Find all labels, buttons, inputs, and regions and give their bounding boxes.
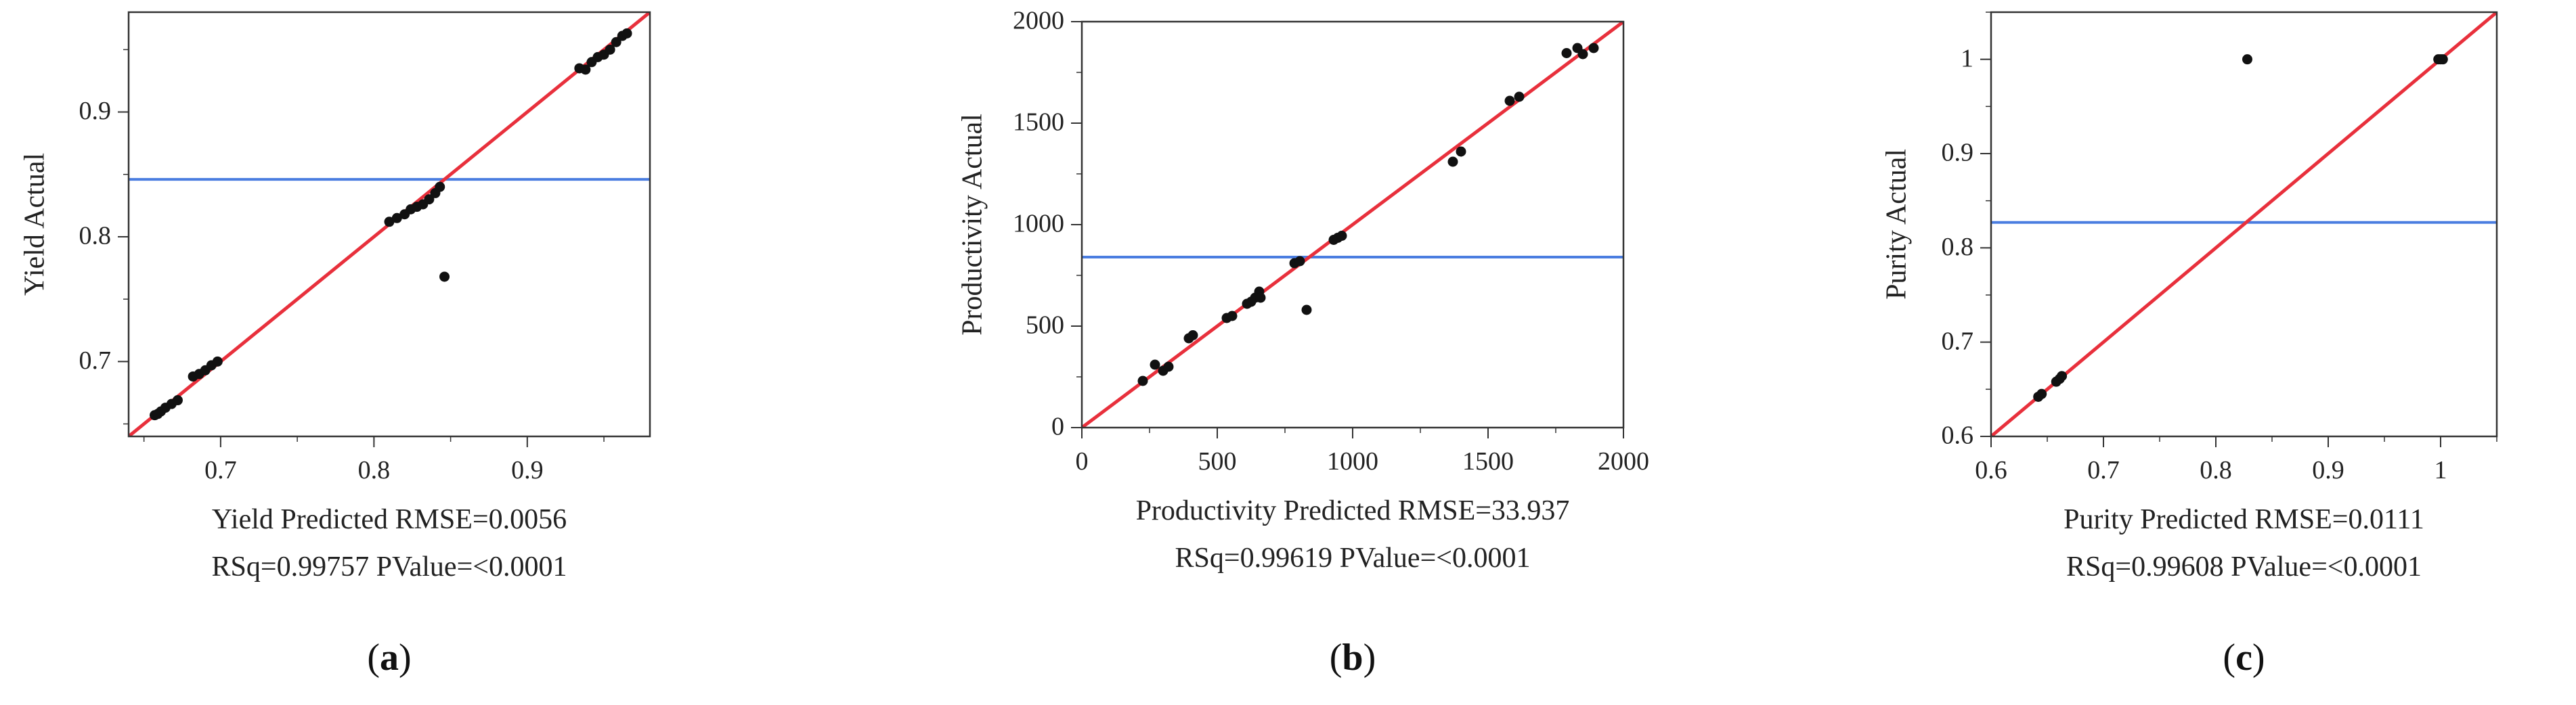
- y-tick-label: 0.9: [79, 97, 112, 125]
- data-point: [621, 28, 632, 39]
- data-point: [424, 194, 435, 205]
- x-tick-label: 0.6: [1975, 456, 2007, 484]
- y-tick-label: 1: [1961, 44, 1973, 72]
- fit-line: [1991, 12, 2497, 436]
- data-point: [1336, 231, 1347, 241]
- data-point: [212, 356, 223, 367]
- plot-area: [1082, 22, 1623, 428]
- y-tick-label: 1500: [1013, 108, 1064, 137]
- y-tick-label: 2000: [1013, 7, 1064, 35]
- x-axis-title: Purity Predicted RMSE=0.0111: [2064, 504, 2424, 535]
- x-tick-label: 0.7: [2087, 456, 2120, 484]
- fit-line: [1082, 22, 1623, 428]
- x-tick-label: 0.8: [2200, 456, 2232, 484]
- data-point: [1150, 359, 1160, 370]
- panel-caption: (b): [1330, 637, 1376, 679]
- data-point: [1577, 49, 1588, 60]
- data-point: [2437, 54, 2448, 65]
- data-point: [580, 64, 591, 75]
- fit-statistics: RSq=0.99757 PValue=<0.0001: [212, 551, 567, 583]
- y-axis-title: Yield Actual: [20, 153, 51, 296]
- data-point: [1227, 311, 1238, 321]
- data-point: [2057, 371, 2068, 382]
- data-point: [1514, 91, 1525, 102]
- y-tick-label: 0.8: [1942, 233, 1974, 261]
- data-point: [1561, 48, 1572, 58]
- y-axis-title: Productivity Actual: [957, 114, 988, 336]
- data-point: [172, 395, 183, 406]
- x-tick-label: 0.7: [204, 456, 237, 484]
- x-tick-label: 1500: [1462, 447, 1514, 476]
- x-tick-label: 0.8: [358, 456, 391, 484]
- x-tick-label: 0.9: [511, 456, 544, 484]
- y-tick-label: 0.7: [79, 346, 112, 375]
- plot-frame: [127, 11, 651, 438]
- data-point: [1588, 43, 1599, 53]
- y-tick-label: 0.8: [79, 222, 112, 250]
- data-point: [1504, 95, 1515, 106]
- data-point: [435, 181, 445, 192]
- y-tick-label: 0.7: [1942, 327, 1974, 355]
- plot-area: [1991, 12, 2497, 436]
- y-tick-label: 0: [1051, 413, 1064, 441]
- data-point: [1301, 304, 1312, 315]
- data-point: [2036, 388, 2047, 399]
- y-tick-label: 1000: [1013, 210, 1064, 238]
- data-point: [1163, 361, 1174, 372]
- data-point: [1447, 156, 1458, 167]
- panel-a: 0.7 0.8 0.9 0.7 0.8 0.9 Yield Predicted RMSE=0…: [20, 11, 651, 679]
- data-point: [1187, 330, 1198, 340]
- data-point: [439, 271, 450, 282]
- x-tick-label: 0: [1076, 447, 1089, 476]
- x-tick-label: 500: [1198, 447, 1237, 476]
- panel-b: 0 500 1000 1500 2000 0 500 1000 1500 2000 Producti…: [957, 7, 1649, 679]
- panel-caption: (a): [367, 637, 411, 679]
- y-tick-label: 500: [1026, 311, 1064, 340]
- data-point: [1137, 376, 1148, 386]
- panel-c: 0.6 0.7 0.8 0.9 1 0.6 0.7 0.8 0.9 1 Purity Predict…: [1881, 11, 2498, 679]
- y-tick-label: 0.9: [1942, 139, 1974, 167]
- fit-statistics: RSq=0.99608 PValue=<0.0001: [2066, 551, 2422, 583]
- x-tick-label: 0.9: [2312, 456, 2344, 484]
- data-point: [611, 37, 621, 47]
- data-point: [2242, 54, 2252, 65]
- x-axis-title: Yield Predicted RMSE=0.0056: [212, 504, 567, 535]
- x-tick-label: 2000: [1598, 447, 1649, 476]
- data-point: [1294, 256, 1305, 267]
- x-tick-label: 1: [2435, 456, 2447, 484]
- data-point: [384, 217, 395, 227]
- data-point: [1456, 146, 1466, 157]
- y-tick-label: 0.6: [1942, 422, 1974, 450]
- panel-caption: (c): [2223, 637, 2265, 679]
- plot-frame: [1990, 11, 2498, 438]
- data-point: [1255, 292, 1266, 303]
- data-point: [605, 44, 615, 55]
- fit-statistics: RSq=0.99619 PValue=<0.0001: [1175, 543, 1531, 574]
- plot-area: [129, 12, 650, 436]
- plot-frame: [1080, 20, 1625, 429]
- y-axis-title: Purity Actual: [1881, 149, 1913, 300]
- data-point: [391, 212, 402, 223]
- x-axis-title: Productivity Predicted RMSE=33.937: [1136, 495, 1570, 526]
- x-tick-label: 1000: [1327, 447, 1378, 476]
